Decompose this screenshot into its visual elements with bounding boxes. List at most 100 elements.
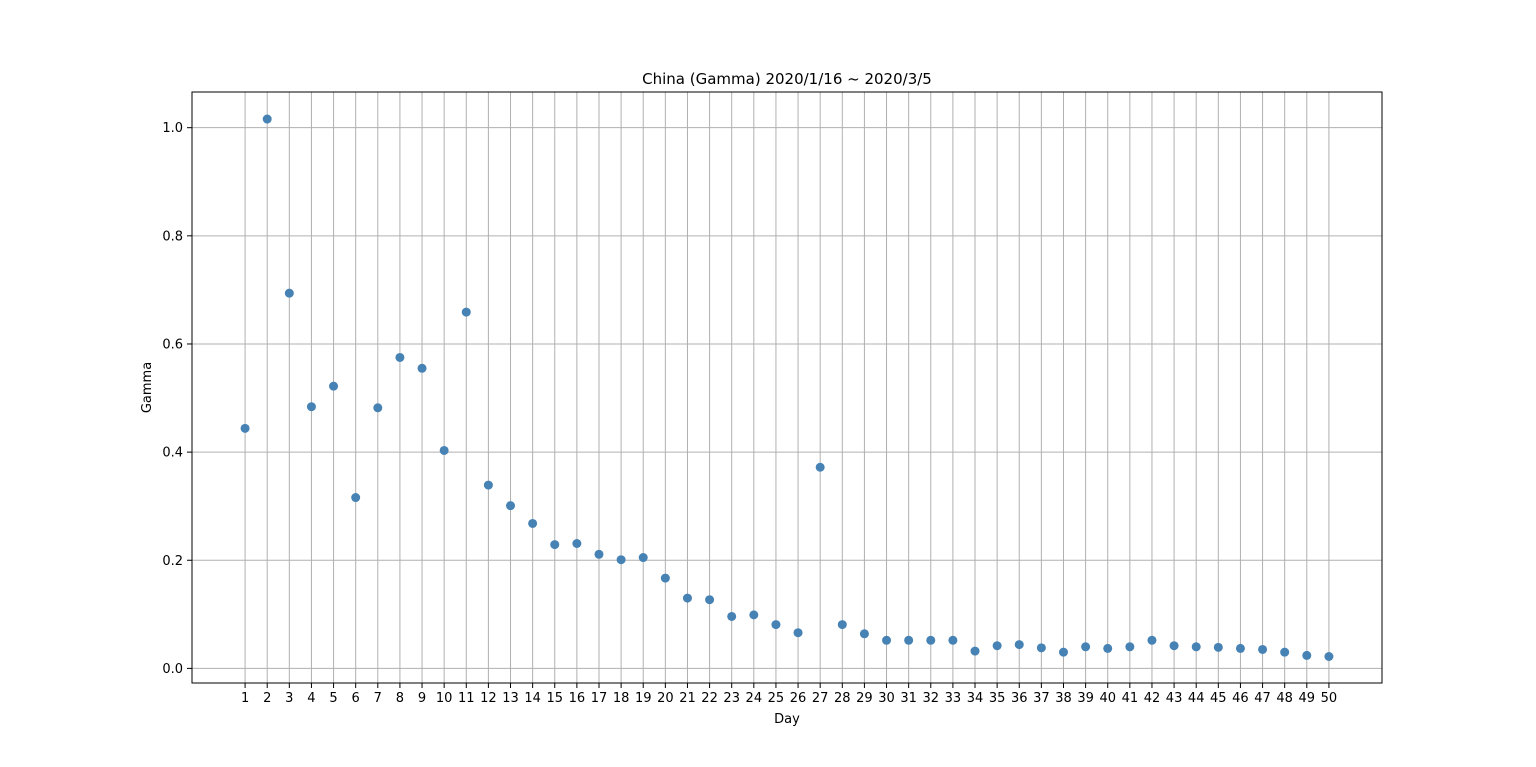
data-point [439, 445, 449, 455]
data-point [837, 620, 847, 630]
data-point [483, 480, 493, 490]
x-tick-label: 26 [790, 691, 807, 706]
x-tick-label: 46 [1232, 691, 1249, 706]
data-point [306, 402, 316, 412]
x-tick-label: 17 [591, 691, 608, 706]
x-tick-label: 22 [701, 691, 718, 706]
x-tick-label: 19 [635, 691, 652, 706]
x-tick-label: 5 [329, 691, 337, 706]
data-point [528, 518, 538, 528]
data-point [1058, 647, 1068, 657]
x-tick-label: 36 [1011, 691, 1028, 706]
plot-frame [191, 91, 1383, 684]
x-tick-label: 40 [1099, 691, 1116, 706]
data-point [948, 635, 958, 645]
x-tick-label: 15 [546, 691, 563, 706]
data-point [506, 501, 516, 511]
x-tick-label: 8 [396, 691, 404, 706]
data-point [660, 573, 670, 583]
data-point [395, 352, 405, 362]
x-tick-label: 25 [768, 691, 785, 706]
x-tick-label: 37 [1033, 691, 1050, 706]
data-point [992, 641, 1002, 651]
x-tick-label: 2 [263, 691, 271, 706]
data-point [616, 555, 626, 565]
x-tick-label: 39 [1077, 691, 1094, 706]
x-tick-label: 34 [967, 691, 984, 706]
data-point [594, 549, 604, 559]
y-axis-label: Gamma [140, 362, 155, 413]
data-point [1235, 643, 1245, 653]
x-tick-label: 45 [1210, 691, 1227, 706]
data-point [1258, 644, 1268, 654]
data-point [1302, 650, 1312, 660]
y-tick-label: 1.0 [162, 121, 183, 136]
data-point [859, 629, 869, 639]
data-point [329, 381, 339, 391]
data-point [1036, 643, 1046, 653]
x-tick-label: 24 [746, 691, 763, 706]
x-tick-label: 6 [352, 691, 360, 706]
y-tick-label: 0.2 [162, 554, 183, 569]
data-point [926, 635, 936, 645]
x-tick-label: 13 [502, 691, 519, 706]
x-tick-label: 27 [812, 691, 829, 706]
data-points [240, 114, 1334, 662]
data-point [351, 493, 361, 503]
data-point [970, 646, 980, 656]
x-tick-label: 33 [945, 691, 962, 706]
data-point [815, 462, 825, 472]
y-tick-label: 0.0 [162, 662, 183, 677]
x-tick-label: 9 [418, 691, 426, 706]
x-tick-label: 30 [878, 691, 895, 706]
data-point [1213, 642, 1223, 652]
data-point [771, 620, 781, 630]
data-point [882, 635, 892, 645]
x-tick-label: 1 [241, 691, 249, 706]
x-tick-label: 23 [723, 691, 740, 706]
data-point [1169, 641, 1179, 651]
data-point [240, 423, 250, 433]
x-tick-label: 18 [613, 691, 630, 706]
x-tick-label: 10 [436, 691, 453, 706]
data-point [417, 363, 427, 373]
x-tick-label: 42 [1144, 691, 1161, 706]
data-point [1014, 640, 1024, 650]
data-point [705, 595, 715, 605]
x-tick-label: 32 [922, 691, 939, 706]
data-point [1324, 652, 1334, 662]
x-tick-label: 28 [834, 691, 851, 706]
data-point [1191, 642, 1201, 652]
data-point [904, 635, 914, 645]
x-tick-label: 43 [1166, 691, 1183, 706]
x-tick-label: 11 [458, 691, 475, 706]
data-point [749, 610, 759, 620]
data-point [1103, 643, 1113, 653]
x-tick-label: 35 [989, 691, 1006, 706]
x-axis-label: Day [774, 712, 800, 727]
x-tick-label: 44 [1188, 691, 1205, 706]
data-point [1081, 642, 1091, 652]
x-tick-label: 50 [1321, 691, 1338, 706]
y-tick-label: 0.6 [162, 337, 183, 352]
data-point [373, 403, 383, 413]
data-point [682, 593, 692, 603]
data-point [793, 628, 803, 638]
x-tick-label: 29 [856, 691, 873, 706]
data-point [284, 288, 294, 298]
data-point [461, 307, 471, 317]
data-point [262, 114, 272, 124]
x-tick-label: 4 [307, 691, 315, 706]
data-point [572, 538, 582, 548]
data-point [1147, 635, 1157, 645]
data-point [727, 611, 737, 621]
x-tick-label: 14 [524, 691, 541, 706]
data-point [638, 553, 648, 563]
x-tick-label: 47 [1254, 691, 1271, 706]
x-tick-label: 3 [285, 691, 293, 706]
data-point [1280, 647, 1290, 657]
data-point [1125, 642, 1135, 652]
x-tick-label: 12 [480, 691, 497, 706]
data-point [550, 540, 560, 550]
